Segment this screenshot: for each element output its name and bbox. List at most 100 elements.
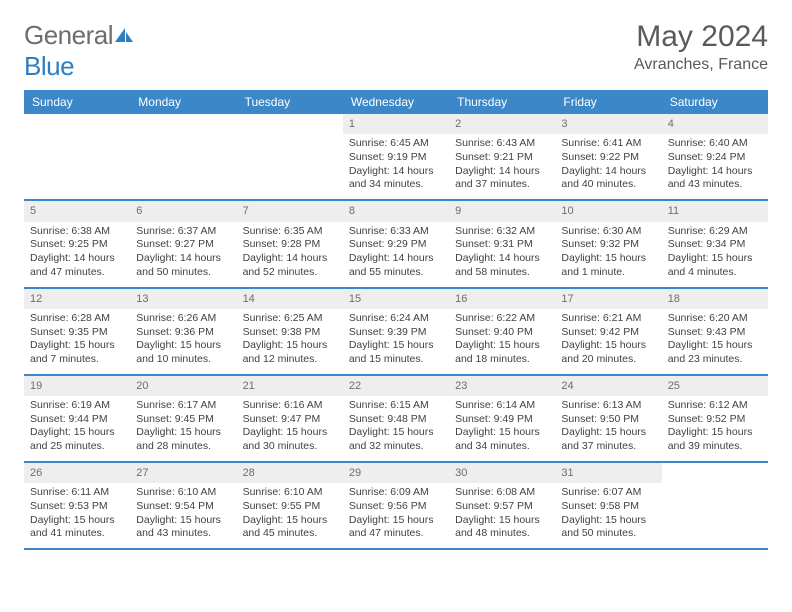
sunset-text: Sunset: 9:32 PM [561,238,655,252]
sunset-text: Sunset: 9:29 PM [349,238,443,252]
sunrise-text: Sunrise: 6:29 AM [668,225,762,239]
sunrise-text: Sunrise: 6:38 AM [30,225,124,239]
sunset-text: Sunset: 9:31 PM [455,238,549,252]
day-body: Sunrise: 6:37 AMSunset: 9:27 PMDaylight:… [130,222,236,287]
daylight-text-1: Daylight: 14 hours [455,165,549,179]
sunset-text: Sunset: 9:38 PM [243,326,337,340]
daylight-text-1: Daylight: 14 hours [136,252,230,266]
day-body: Sunrise: 6:12 AMSunset: 9:52 PMDaylight:… [662,396,768,461]
day-body: Sunrise: 6:10 AMSunset: 9:55 PMDaylight:… [237,483,343,548]
daylight-text-1: Daylight: 15 hours [349,426,443,440]
day-label: Thursday [449,90,555,114]
day-cell [24,114,130,200]
daylight-text-2: and 43 minutes. [668,178,762,192]
daylight-text-1: Daylight: 15 hours [561,339,655,353]
daylight-text-1: Daylight: 14 hours [30,252,124,266]
day-label: Friday [555,90,661,114]
daylight-text-1: Daylight: 15 hours [455,339,549,353]
sunrise-text: Sunrise: 6:32 AM [455,225,549,239]
day-cell: 12Sunrise: 6:28 AMSunset: 9:35 PMDayligh… [24,288,130,375]
day-number: 4 [662,114,768,134]
daylight-text-1: Daylight: 15 hours [136,426,230,440]
day-number: 10 [555,201,661,221]
sunset-text: Sunset: 9:57 PM [455,500,549,514]
day-body: Sunrise: 6:15 AMSunset: 9:48 PMDaylight:… [343,396,449,461]
day-number: 1 [343,114,449,134]
daylight-text-2: and 30 minutes. [243,440,337,454]
daylight-text-1: Daylight: 15 hours [668,339,762,353]
sunset-text: Sunset: 9:42 PM [561,326,655,340]
sunrise-text: Sunrise: 6:37 AM [136,225,230,239]
day-cell: 3Sunrise: 6:41 AMSunset: 9:22 PMDaylight… [555,114,661,200]
sunset-text: Sunset: 9:19 PM [349,151,443,165]
daylight-text-1: Daylight: 15 hours [668,252,762,266]
day-body: Sunrise: 6:29 AMSunset: 9:34 PMDaylight:… [662,222,768,287]
daylight-text-1: Daylight: 15 hours [30,514,124,528]
day-number: 26 [24,463,130,483]
day-body: Sunrise: 6:10 AMSunset: 9:54 PMDaylight:… [130,483,236,548]
day-cell: 19Sunrise: 6:19 AMSunset: 9:44 PMDayligh… [24,375,130,462]
sunrise-text: Sunrise: 6:24 AM [349,312,443,326]
calendar-week-row: 26Sunrise: 6:11 AMSunset: 9:53 PMDayligh… [24,462,768,549]
day-cell: 17Sunrise: 6:21 AMSunset: 9:42 PMDayligh… [555,288,661,375]
day-cell: 28Sunrise: 6:10 AMSunset: 9:55 PMDayligh… [237,462,343,549]
daylight-text-2: and 34 minutes. [349,178,443,192]
calendar-header-row: Sunday Monday Tuesday Wednesday Thursday… [24,90,768,114]
daylight-text-2: and 28 minutes. [136,440,230,454]
day-cell: 5Sunrise: 6:38 AMSunset: 9:25 PMDaylight… [24,200,130,287]
daylight-text-2: and 50 minutes. [561,527,655,541]
day-body: Sunrise: 6:28 AMSunset: 9:35 PMDaylight:… [24,309,130,374]
day-label: Saturday [662,90,768,114]
daylight-text-1: Daylight: 15 hours [243,426,337,440]
day-number: 20 [130,376,236,396]
sunrise-text: Sunrise: 6:10 AM [243,486,337,500]
daylight-text-1: Daylight: 15 hours [668,426,762,440]
sunset-text: Sunset: 9:24 PM [668,151,762,165]
sunrise-text: Sunrise: 6:41 AM [561,137,655,151]
day-cell: 30Sunrise: 6:08 AMSunset: 9:57 PMDayligh… [449,462,555,549]
day-cell: 4Sunrise: 6:40 AMSunset: 9:24 PMDaylight… [662,114,768,200]
day-body: Sunrise: 6:38 AMSunset: 9:25 PMDaylight:… [24,222,130,287]
month-title: May 2024 [634,20,768,54]
day-label: Tuesday [237,90,343,114]
daylight-text-2: and 39 minutes. [668,440,762,454]
calendar-week-row: 1Sunrise: 6:45 AMSunset: 9:19 PMDaylight… [24,114,768,200]
daylight-text-2: and 32 minutes. [349,440,443,454]
sunrise-text: Sunrise: 6:19 AM [30,399,124,413]
daylight-text-1: Daylight: 15 hours [136,514,230,528]
daylight-text-2: and 41 minutes. [30,527,124,541]
page-header: GeneralBlue May 2024 Avranches, France [24,20,768,82]
day-number: 30 [449,463,555,483]
daylight-text-1: Daylight: 15 hours [243,514,337,528]
daylight-text-1: Daylight: 15 hours [455,426,549,440]
day-number: 24 [555,376,661,396]
sunset-text: Sunset: 9:27 PM [136,238,230,252]
day-number: 14 [237,289,343,309]
daylight-text-1: Daylight: 15 hours [561,252,655,266]
daylight-text-1: Daylight: 15 hours [349,339,443,353]
daylight-text-1: Daylight: 14 hours [349,252,443,266]
sunset-text: Sunset: 9:25 PM [30,238,124,252]
sunrise-text: Sunrise: 6:33 AM [349,225,443,239]
daylight-text-2: and 45 minutes. [243,527,337,541]
sunrise-text: Sunrise: 6:15 AM [349,399,443,413]
day-cell: 26Sunrise: 6:11 AMSunset: 9:53 PMDayligh… [24,462,130,549]
sunrise-text: Sunrise: 6:16 AM [243,399,337,413]
daylight-text-2: and 23 minutes. [668,353,762,367]
day-cell: 11Sunrise: 6:29 AMSunset: 9:34 PMDayligh… [662,200,768,287]
day-body: Sunrise: 6:22 AMSunset: 9:40 PMDaylight:… [449,309,555,374]
day-body: Sunrise: 6:26 AMSunset: 9:36 PMDaylight:… [130,309,236,374]
daylight-text-1: Daylight: 15 hours [349,514,443,528]
sunset-text: Sunset: 9:48 PM [349,413,443,427]
day-cell: 8Sunrise: 6:33 AMSunset: 9:29 PMDaylight… [343,200,449,287]
day-number: 7 [237,201,343,221]
day-body: Sunrise: 6:11 AMSunset: 9:53 PMDaylight:… [24,483,130,548]
daylight-text-2: and 1 minute. [561,266,655,280]
day-body: Sunrise: 6:07 AMSunset: 9:58 PMDaylight:… [555,483,661,548]
sunrise-text: Sunrise: 6:21 AM [561,312,655,326]
daylight-text-1: Daylight: 15 hours [561,426,655,440]
sunrise-text: Sunrise: 6:35 AM [243,225,337,239]
sunrise-text: Sunrise: 6:30 AM [561,225,655,239]
day-body: Sunrise: 6:14 AMSunset: 9:49 PMDaylight:… [449,396,555,461]
day-body: Sunrise: 6:45 AMSunset: 9:19 PMDaylight:… [343,134,449,199]
